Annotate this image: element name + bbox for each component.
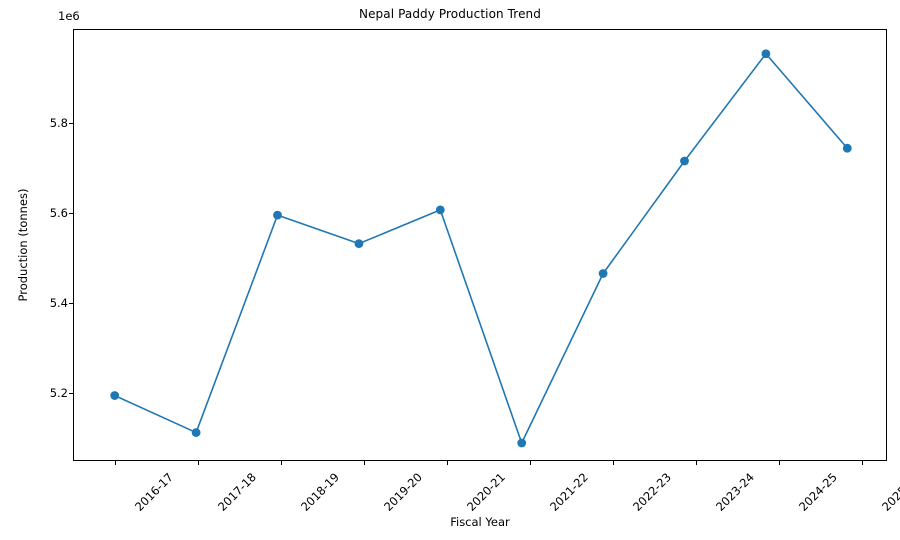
chart-title: Nepal Paddy Production Trend <box>359 7 541 21</box>
x-tick-label: 2020-21 <box>464 470 508 514</box>
data-point <box>761 49 771 59</box>
data-point <box>842 143 852 153</box>
x-tick-label: 2017-18 <box>215 470 259 514</box>
x-tick-mark <box>447 461 449 465</box>
x-tick-mark <box>779 461 781 465</box>
data-point <box>680 156 689 166</box>
data-point <box>191 428 201 437</box>
y-tick-mark <box>69 393 73 395</box>
y-axis-tick-labels: 5.2 5.4 5.6 5.8 <box>0 0 68 540</box>
x-tick-label: 2018-19 <box>298 470 342 514</box>
y-tick-label: 5.8 <box>49 116 68 130</box>
x-tick-mark <box>198 461 200 465</box>
y-tick-label: 5.2 <box>49 386 68 400</box>
line-chart-svg <box>110 49 852 448</box>
x-tick-mark <box>364 461 366 465</box>
x-tick-label: 2023-24 <box>713 470 757 514</box>
x-axis-label: Fiscal Year <box>450 515 510 529</box>
data-point <box>110 391 120 400</box>
x-tick-mark <box>613 461 615 465</box>
x-tick-mark <box>115 461 117 465</box>
data-point <box>354 239 364 249</box>
x-tick-mark <box>281 461 283 465</box>
data-series-line <box>113 52 849 444</box>
y-tick-label: 5.6 <box>49 206 68 220</box>
y-tick-mark <box>69 213 73 215</box>
y-tick-label: 5.4 <box>49 296 68 310</box>
data-point <box>273 210 282 220</box>
x-tick-mark <box>696 461 698 465</box>
x-tick-label: 2024-25 <box>796 470 840 514</box>
y-tick-mark <box>69 303 73 305</box>
x-tick-mark <box>862 461 864 465</box>
data-point <box>435 205 445 215</box>
data-point <box>517 438 527 448</box>
data-point-markers <box>110 49 852 448</box>
x-tick-label: 2019-20 <box>381 470 425 514</box>
x-tick-label: 2022-23 <box>630 470 674 514</box>
data-point <box>598 269 608 278</box>
x-tick-label: 2016-17 <box>132 470 176 514</box>
x-tick-label: 2025-26 <box>879 470 900 514</box>
x-tick-mark <box>530 461 532 465</box>
y-axis-offset-text: 1e6 <box>58 9 80 23</box>
y-tick-mark <box>69 123 73 125</box>
plot-area <box>73 29 887 461</box>
x-tick-label: 2021-22 <box>547 470 591 514</box>
